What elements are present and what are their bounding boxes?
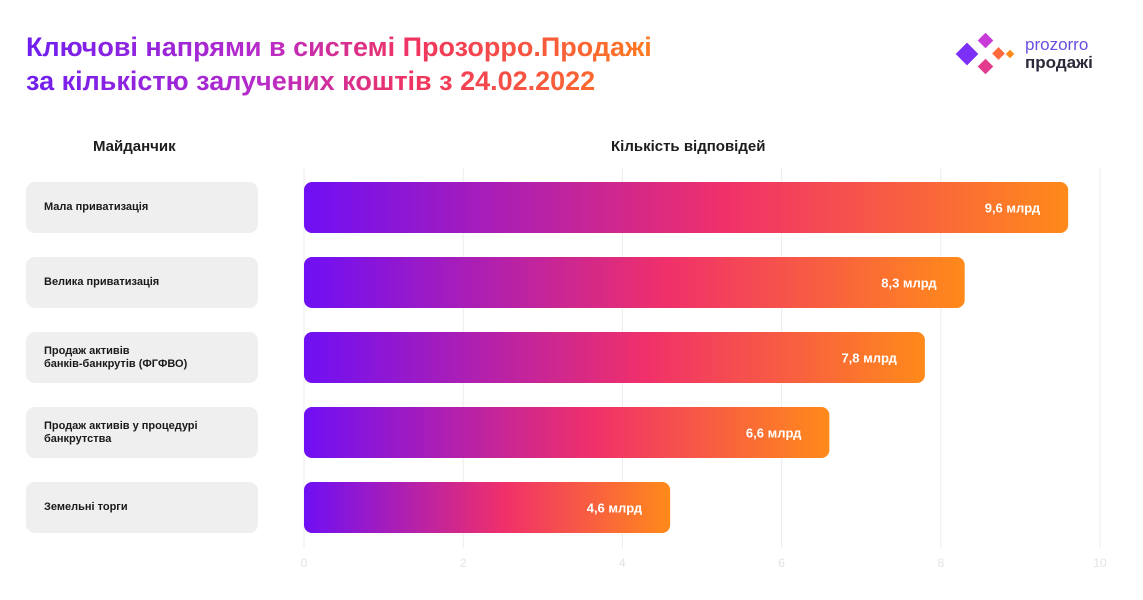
prozorro-diamond-logo-icon [955, 32, 1015, 75]
logo-wordmark: prozorro продажі [1025, 36, 1093, 72]
x-tick-label: 4 [619, 556, 626, 570]
bar [304, 407, 830, 458]
bar-value-label: 8,3 млрд [881, 276, 937, 291]
logo-line-1: prozorro [1025, 35, 1089, 54]
bar [304, 257, 965, 308]
logo-line-2: продажі [1025, 53, 1093, 72]
x-tick-label: 0 [301, 556, 308, 570]
x-tick-label: 8 [937, 556, 944, 570]
bar-value-label: 4,6 млрд [587, 501, 643, 516]
category-label-box: Велика приватизація [26, 257, 258, 308]
bar-value-label: 6,6 млрд [746, 426, 802, 441]
column-header-platform: Майданчик [93, 138, 176, 155]
category-label-box: Земельні торги [26, 482, 258, 533]
bar-value-label: 9,6 млрд [985, 201, 1041, 216]
x-tick-label: 6 [778, 556, 785, 570]
category-label-box: Продаж активів у процедурі банкрутства [26, 407, 258, 458]
category-label: Продаж активів банків-банкрутів (ФГФВО) [44, 344, 188, 370]
column-header-count: Кількість відповідей [611, 138, 766, 155]
bar [304, 182, 1069, 233]
category-label-box: Продаж активів банків-банкрутів (ФГФВО) [26, 332, 258, 383]
category-label: Продаж активів у процедурі банкрутства [44, 419, 198, 445]
category-label-box: Мала приватизація [26, 182, 258, 233]
bar [304, 332, 925, 383]
category-label: Велика приватизація [44, 276, 160, 288]
bar-value-label: 7,8 млрд [841, 351, 897, 366]
prozorro-prodazhi-logo: prozorro продажі [955, 32, 1115, 77]
x-tick-label: 2 [460, 556, 467, 570]
category-label: Мала приватизація [44, 201, 149, 213]
bar [304, 482, 671, 533]
category-label: Земельні торги [44, 501, 128, 513]
x-tick-label: 10 [1093, 556, 1107, 570]
